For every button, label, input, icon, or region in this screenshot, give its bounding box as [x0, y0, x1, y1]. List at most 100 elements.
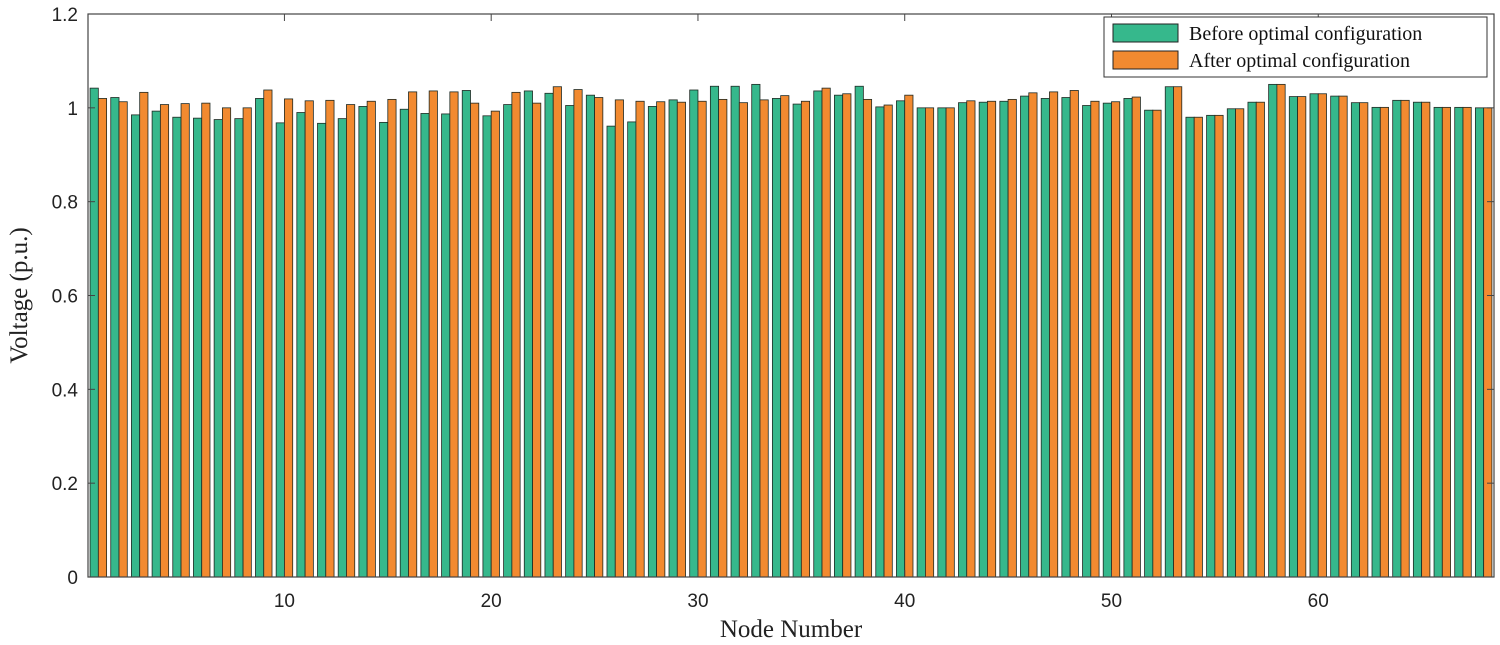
bar-before-node-20 [482, 115, 492, 578]
bar-after-node-31 [718, 98, 728, 578]
bar-before-node-4 [151, 110, 161, 578]
y-tick-label: 0.4 [52, 380, 79, 401]
bar-before-node-19 [461, 90, 471, 578]
bar-before-node-39 [875, 106, 885, 578]
bar-before-node-18 [441, 113, 451, 578]
bar-before-node-68 [1474, 107, 1485, 578]
bar-after-node-42 [945, 107, 955, 578]
y-axis-title: Voltage (p.u.) [6, 227, 33, 363]
bar-after-node-14 [366, 100, 376, 578]
bar-after-node-53 [1173, 86, 1183, 578]
bar-before-node-58 [1268, 83, 1278, 578]
bar-before-node-48 [1061, 97, 1071, 578]
bar-after-node-11 [304, 100, 314, 578]
bar-after-node-68 [1483, 107, 1493, 578]
bar-after-node-5 [180, 103, 190, 578]
bar-after-node-19 [470, 102, 480, 578]
bar-before-node-23 [544, 92, 554, 578]
bar-after-node-62 [1359, 102, 1369, 578]
bar-after-node-56 [1235, 108, 1245, 578]
bar-before-node-21 [503, 104, 513, 578]
legend: Before optimal configuration After optim… [1103, 16, 1488, 78]
bar-before-node-36 [813, 90, 823, 578]
bar-before-node-42 [937, 107, 947, 578]
bar-after-node-24 [573, 89, 583, 578]
bar-after-node-10 [284, 98, 294, 578]
bar-before-node-32 [730, 85, 740, 578]
ticks-layer: 0 0.2 0.4 0.6 0.8 1 1.2 10 20 30 40 50 60 [52, 5, 1494, 612]
bar-after-node-34 [780, 95, 790, 578]
bar-before-node-52 [1144, 109, 1154, 578]
bar-after-node-45 [1007, 98, 1017, 578]
bar-before-node-54 [1185, 116, 1195, 578]
bar-after-node-7 [221, 107, 232, 578]
bar-before-node-30 [689, 89, 699, 578]
bar-after-node-32 [738, 102, 748, 578]
bar-after-node-4 [159, 104, 170, 578]
bar-before-node-65 [1412, 101, 1423, 578]
bar-after-node-33 [759, 99, 769, 578]
bar-after-node-52 [1152, 109, 1162, 578]
bar-after-node-39 [883, 104, 893, 578]
bar-after-node-44 [987, 100, 997, 578]
bar-before-node-57 [1247, 101, 1257, 578]
bar-after-node-61 [1338, 95, 1348, 578]
bar-after-node-47 [1049, 91, 1059, 578]
x-tick-label: 20 [481, 591, 502, 612]
bar-before-node-37 [834, 94, 844, 578]
bar-after-node-55 [1214, 114, 1224, 578]
bar-after-node-67 [1462, 106, 1472, 578]
bar-before-node-62 [1350, 102, 1360, 578]
legend-swatch-before [1112, 23, 1179, 43]
bar-before-node-15 [379, 121, 389, 578]
bar-after-node-22 [532, 102, 542, 578]
bar-before-node-34 [771, 98, 782, 578]
bar-before-node-59 [1288, 96, 1298, 578]
bar-after-node-30 [697, 100, 707, 578]
bar-before-node-53 [1164, 86, 1174, 578]
bar-before-node-33 [751, 83, 761, 578]
y-tick-label: 1.2 [52, 5, 78, 26]
bar-after-node-65 [1421, 101, 1431, 578]
bar-after-node-23 [552, 86, 562, 578]
bar-before-node-45 [999, 100, 1009, 578]
bar-before-node-2 [110, 97, 120, 578]
bar-before-node-9 [255, 98, 265, 578]
plot-area-frame [87, 13, 1495, 578]
legend-swatch-after [1112, 50, 1179, 70]
bar-after-node-58 [1276, 83, 1286, 578]
bar-before-node-46 [1020, 95, 1030, 578]
bar-before-node-5 [172, 116, 182, 578]
bar-after-node-60 [1317, 93, 1327, 578]
bar-after-node-6 [201, 102, 211, 578]
bar-after-node-20 [490, 110, 500, 578]
x-tick-label: 30 [687, 591, 708, 612]
bar-after-node-21 [511, 91, 521, 578]
x-tick-label: 40 [894, 591, 915, 612]
bar-before-node-56 [1226, 108, 1236, 578]
bar-after-node-66 [1441, 106, 1451, 578]
bar-before-node-26 [606, 125, 616, 578]
bar-before-node-24 [565, 105, 575, 578]
bar-after-node-50 [1111, 101, 1121, 578]
bar-before-node-14 [358, 106, 368, 578]
bar-before-node-44 [978, 101, 988, 578]
y-tick-label: 0 [67, 568, 78, 589]
bar-after-node-49 [1090, 100, 1100, 578]
bar-after-node-51 [1131, 96, 1141, 578]
bar-after-node-29 [676, 101, 686, 578]
x-tick-label: 10 [274, 591, 295, 612]
bar-after-node-13 [346, 104, 356, 578]
bar-before-node-8 [234, 118, 244, 578]
bar-before-node-22 [523, 90, 533, 578]
bar-before-node-55 [1206, 114, 1216, 578]
bar-after-node-37 [842, 93, 852, 578]
x-tick-label: 50 [1101, 591, 1122, 612]
bar-before-node-63 [1371, 106, 1381, 578]
bar-after-node-41 [925, 107, 935, 578]
bar-before-node-28 [647, 106, 658, 578]
bar-after-node-26 [614, 99, 624, 578]
bar-before-node-13 [337, 118, 347, 578]
bar-before-node-7 [213, 119, 223, 578]
